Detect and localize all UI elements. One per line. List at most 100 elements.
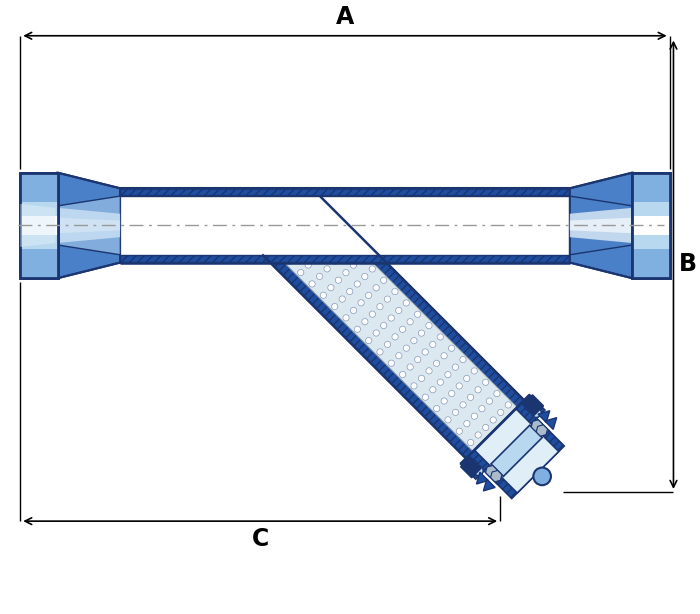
Circle shape xyxy=(377,303,383,310)
Circle shape xyxy=(354,281,360,287)
Circle shape xyxy=(328,239,334,246)
Circle shape xyxy=(335,277,342,283)
Circle shape xyxy=(343,270,349,276)
Circle shape xyxy=(473,465,483,475)
Circle shape xyxy=(456,383,463,389)
Circle shape xyxy=(365,338,372,344)
Circle shape xyxy=(320,292,326,298)
Polygon shape xyxy=(496,431,564,499)
Circle shape xyxy=(343,315,349,321)
Polygon shape xyxy=(314,196,524,407)
Circle shape xyxy=(498,410,504,416)
Circle shape xyxy=(438,334,443,340)
Polygon shape xyxy=(57,173,120,278)
Polygon shape xyxy=(57,217,120,233)
Polygon shape xyxy=(461,457,482,478)
Polygon shape xyxy=(545,418,556,429)
Circle shape xyxy=(335,232,342,238)
Circle shape xyxy=(407,319,413,325)
Circle shape xyxy=(301,243,307,249)
Circle shape xyxy=(441,398,447,404)
Circle shape xyxy=(298,270,304,276)
Polygon shape xyxy=(477,472,488,484)
Circle shape xyxy=(463,421,470,427)
Polygon shape xyxy=(570,208,632,243)
Circle shape xyxy=(395,352,402,359)
Bar xyxy=(632,173,670,278)
Circle shape xyxy=(358,300,364,306)
Circle shape xyxy=(305,262,312,268)
Circle shape xyxy=(486,398,493,404)
Circle shape xyxy=(373,330,379,336)
Circle shape xyxy=(316,273,323,279)
Circle shape xyxy=(430,341,436,348)
Circle shape xyxy=(362,273,368,279)
Circle shape xyxy=(392,289,398,295)
Circle shape xyxy=(422,349,428,355)
Polygon shape xyxy=(120,188,570,196)
Polygon shape xyxy=(632,202,670,216)
Polygon shape xyxy=(484,479,495,491)
Circle shape xyxy=(377,349,383,355)
Polygon shape xyxy=(20,173,57,202)
Circle shape xyxy=(294,251,300,257)
Circle shape xyxy=(433,360,440,367)
Circle shape xyxy=(384,341,391,348)
Polygon shape xyxy=(536,425,547,436)
Circle shape xyxy=(482,379,489,386)
Circle shape xyxy=(298,224,304,230)
Polygon shape xyxy=(269,203,517,451)
Circle shape xyxy=(332,303,338,309)
Polygon shape xyxy=(632,173,670,278)
Polygon shape xyxy=(491,470,502,482)
Polygon shape xyxy=(120,255,570,263)
Circle shape xyxy=(433,405,440,411)
Circle shape xyxy=(339,296,345,302)
Polygon shape xyxy=(20,204,55,247)
Circle shape xyxy=(445,417,451,423)
Polygon shape xyxy=(461,395,545,479)
Circle shape xyxy=(403,345,410,351)
Circle shape xyxy=(468,440,474,446)
Circle shape xyxy=(426,368,432,374)
Circle shape xyxy=(275,247,281,253)
Polygon shape xyxy=(240,193,269,258)
Circle shape xyxy=(452,364,458,370)
Circle shape xyxy=(305,217,312,223)
Circle shape xyxy=(328,284,334,291)
Circle shape xyxy=(452,409,458,416)
Circle shape xyxy=(438,379,444,386)
Circle shape xyxy=(460,402,466,408)
Circle shape xyxy=(339,251,345,257)
Circle shape xyxy=(422,394,428,400)
Text: C: C xyxy=(251,527,269,551)
Circle shape xyxy=(346,289,353,295)
Polygon shape xyxy=(20,202,57,216)
Circle shape xyxy=(400,326,406,332)
Circle shape xyxy=(468,460,477,469)
Circle shape xyxy=(411,383,417,389)
Circle shape xyxy=(362,319,368,325)
Polygon shape xyxy=(523,395,543,416)
Bar xyxy=(20,173,57,278)
Polygon shape xyxy=(538,411,550,422)
Polygon shape xyxy=(570,173,632,278)
Polygon shape xyxy=(632,249,670,278)
Polygon shape xyxy=(20,235,57,249)
Polygon shape xyxy=(484,418,549,483)
Polygon shape xyxy=(570,217,632,233)
Circle shape xyxy=(358,254,364,261)
Circle shape xyxy=(320,247,326,253)
Circle shape xyxy=(346,243,353,249)
Polygon shape xyxy=(232,188,262,263)
Circle shape xyxy=(403,300,410,306)
Circle shape xyxy=(309,236,315,242)
Circle shape xyxy=(441,352,447,359)
Circle shape xyxy=(388,315,394,321)
Polygon shape xyxy=(475,409,559,493)
Circle shape xyxy=(400,371,406,378)
Polygon shape xyxy=(57,208,120,243)
Circle shape xyxy=(332,258,337,265)
Circle shape xyxy=(369,266,375,272)
Circle shape xyxy=(384,296,391,302)
